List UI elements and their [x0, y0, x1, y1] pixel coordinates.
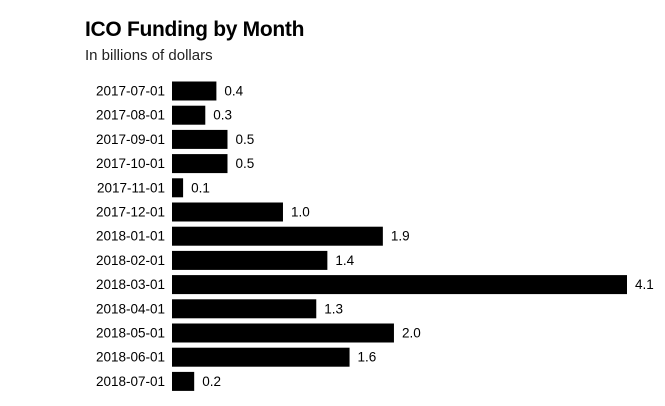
- bar-value-label: 1.9: [391, 229, 410, 244]
- category-tick-label: 2018-01-01: [96, 229, 165, 244]
- bar: [172, 299, 317, 319]
- bar: [172, 275, 627, 295]
- bar-value-label: 1.6: [358, 350, 377, 365]
- category-tick-label: 2017-08-01: [96, 108, 165, 123]
- chart-title: ICO Funding by Month: [85, 18, 305, 41]
- bar-value-label: 0.2: [202, 374, 221, 389]
- category-tick-label: 2017-07-01: [96, 84, 165, 99]
- bar: [172, 226, 383, 246]
- category-tick-label: 2018-06-01: [96, 350, 165, 365]
- category-tick-label: 2018-03-01: [96, 277, 165, 292]
- category-tick-label: 2018-04-01: [96, 301, 165, 316]
- bar-value-label: 0.5: [235, 156, 254, 171]
- category-tick-label: 2018-07-01: [96, 374, 165, 389]
- bar-value-label: 0.4: [224, 84, 243, 99]
- bar: [172, 323, 394, 343]
- bar: [172, 371, 195, 391]
- bar: [172, 129, 228, 149]
- category-tick-label: 2018-05-01: [96, 326, 165, 341]
- category-tick-label: 2017-11-01: [97, 180, 165, 195]
- chart-subtitle: In billions of dollars: [85, 47, 213, 64]
- category-tick-label: 2018-02-01: [96, 253, 165, 268]
- bar-value-label: 0.5: [235, 132, 254, 147]
- bar-value-label: 0.1: [191, 180, 210, 195]
- category-tick-label: 2017-12-01: [96, 205, 165, 220]
- bar-value-label: 2.0: [402, 326, 421, 341]
- bar: [172, 250, 328, 270]
- bar: [172, 81, 217, 101]
- bar: [172, 178, 184, 198]
- bar: [172, 105, 206, 125]
- bar-value-label: 4.1: [635, 277, 654, 292]
- bar: [172, 202, 283, 222]
- bar-value-label: 1.4: [335, 253, 354, 268]
- bar-value-label: 1.3: [324, 301, 343, 316]
- bar: [172, 347, 350, 367]
- bars-layer: 2017-07-01 0.4 2017-08-01 0.3 2017-09-01 0.5 2…: [96, 81, 654, 391]
- bar-value-label: 0.3: [213, 108, 232, 123]
- category-tick-label: 2017-10-01: [96, 156, 165, 171]
- category-tick-label: 2017-09-01: [96, 132, 165, 147]
- bar: [172, 154, 228, 174]
- bar-value-label: 1.0: [291, 205, 310, 220]
